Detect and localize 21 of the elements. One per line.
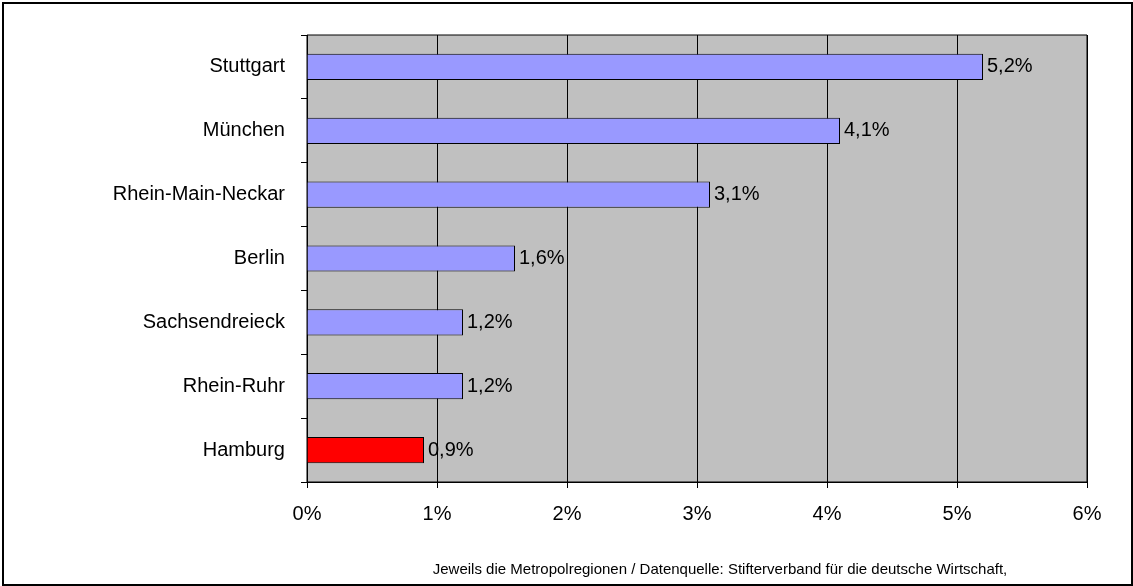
y-tick-label: Berlin	[233, 246, 285, 269]
x-tick-label: 0%	[292, 501, 322, 524]
y-tick-label: Sachsendreieck	[142, 309, 286, 332]
data-label: 4,1%	[844, 118, 890, 141]
data-label: 1,2%	[467, 309, 513, 332]
data-label: 1,6%	[519, 246, 565, 269]
y-tick-label: Stuttgart	[209, 54, 286, 77]
x-tick-label: 5%	[942, 501, 972, 524]
x-tick-label: 1%	[422, 501, 452, 524]
y-tick-label: Rhein-Ruhr	[182, 373, 286, 396]
data-label: 3,1%	[714, 182, 760, 205]
data-label: 5,2%	[987, 54, 1033, 77]
y-tick-label: München	[202, 118, 285, 141]
x-tick-label: 4%	[812, 501, 842, 524]
x-tick-label: 3%	[682, 501, 712, 524]
y-tick-label: Hamburg	[202, 437, 285, 460]
x-tick-label: 2%	[552, 501, 582, 524]
text: Jeweils die Metropolregionen / Datenquelle: Stifterverband für die deutsche Wirtschaft,	[432, 560, 1008, 577]
x-tick-label: 6%	[1072, 501, 1102, 524]
y-tick-label: Rhein-Main-Neckar	[112, 182, 286, 205]
data-label: 1,2%	[467, 373, 513, 396]
